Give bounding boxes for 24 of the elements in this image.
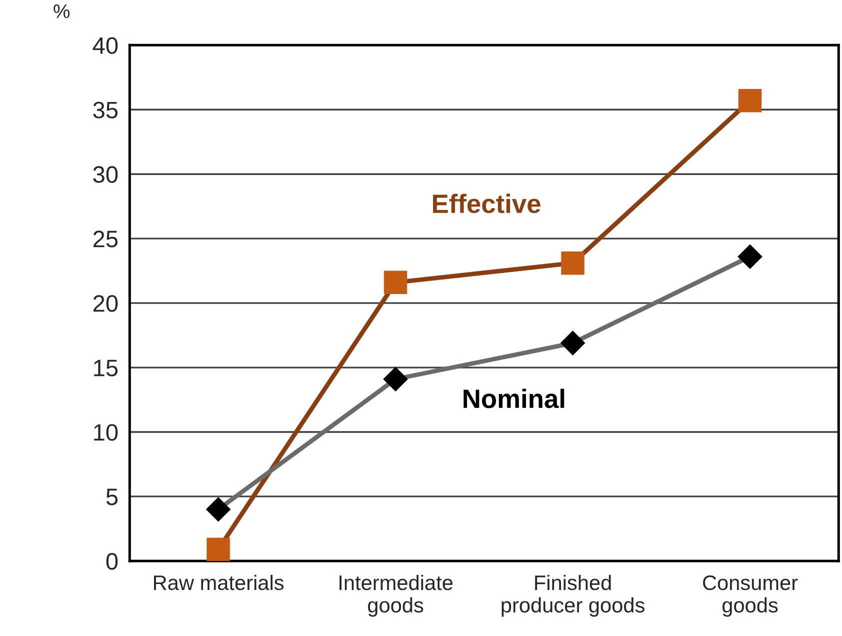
x-tick-label: Intermediate goods (340, 574, 453, 617)
y-tick-label: 25 (93, 230, 118, 248)
y-tick-label: 40 (92, 37, 118, 54)
point (738, 88, 762, 112)
series-label: Nominal (464, 388, 564, 408)
series-label: Effective (433, 194, 540, 214)
point (206, 538, 230, 561)
x-tick-label: Consumer goods (703, 575, 798, 617)
y-tick-label: 30 (93, 166, 118, 183)
point (561, 251, 584, 275)
y-tick-label: 10 (94, 424, 118, 441)
point (738, 244, 762, 270)
point (384, 270, 408, 294)
y-tick-label: 15 (94, 360, 118, 376)
y-axis-title: % (54, 4, 70, 18)
point (383, 366, 408, 392)
x-tick-label: Finished producer goods (502, 574, 644, 617)
x-tick-label: Raw materials (154, 574, 284, 590)
y-tick-label: 0 (106, 553, 118, 570)
y-tick-label: 35 (93, 102, 118, 118)
point (206, 496, 231, 522)
y-tick-label: 20 (93, 295, 118, 312)
point (560, 330, 586, 356)
y-tick-label: 5 (106, 488, 118, 506)
